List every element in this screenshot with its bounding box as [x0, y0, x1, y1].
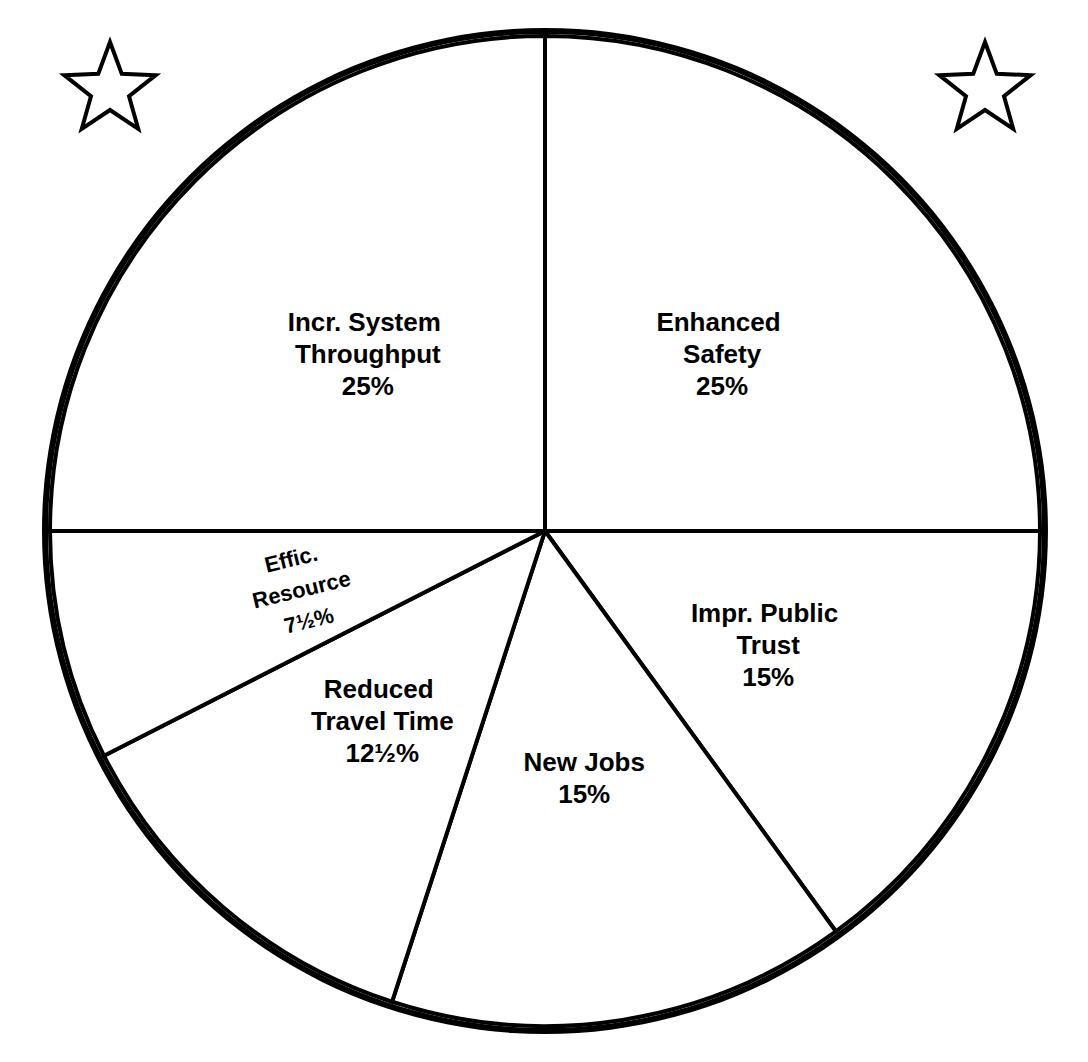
svg-text:Throughput: Throughput	[295, 339, 441, 369]
svg-text:Impr. Public: Impr. Public	[691, 598, 846, 628]
svg-text:Safety: Safety	[683, 339, 762, 369]
svg-text:Effic.: Effic.	[262, 539, 326, 577]
svg-text:Travel Time: Travel Time	[311, 706, 454, 736]
svg-text:25%: 25%	[696, 371, 748, 401]
svg-text:Reduced: Reduced	[324, 674, 441, 704]
svg-text:New Jobs: New Jobs	[523, 747, 644, 777]
svg-text:Resource: Resource	[250, 566, 353, 614]
svg-text:Trust: Trust	[736, 630, 800, 660]
svg-text:Incr. System: Incr. System	[288, 307, 448, 337]
svg-text:12½%: 12½%	[345, 738, 419, 768]
svg-text:15%: 15%	[742, 662, 794, 692]
svg-text:15%: 15%	[558, 779, 610, 809]
svg-text:25%: 25%	[342, 371, 394, 401]
svg-text:Enhanced: Enhanced	[656, 307, 787, 337]
svg-text:7½%: 7½%	[282, 603, 337, 639]
